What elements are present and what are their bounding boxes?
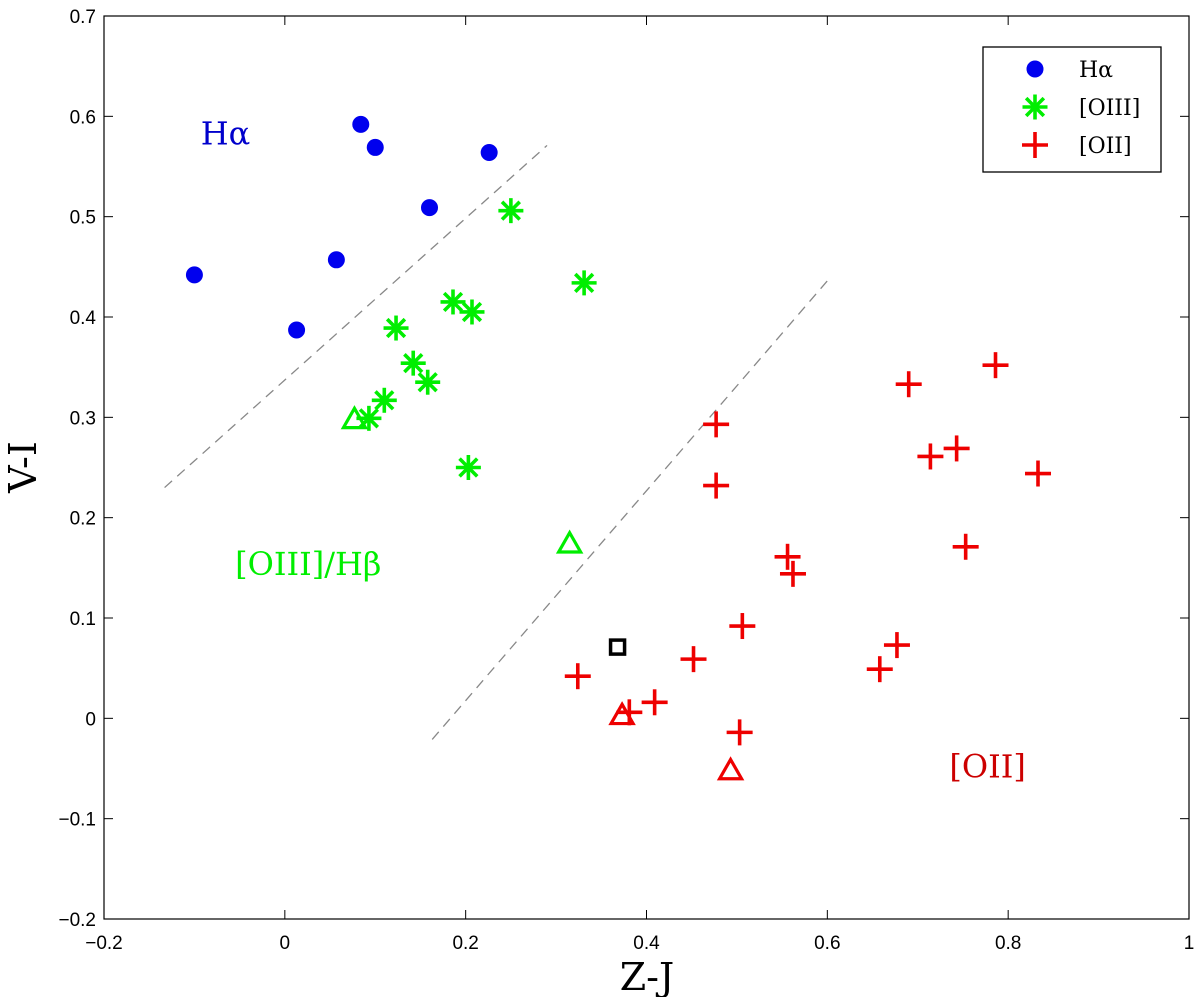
region-annotation: [OII] bbox=[949, 748, 1025, 786]
circle-point bbox=[352, 115, 370, 133]
plus-point bbox=[774, 543, 801, 570]
y-tick-label: 0.2 bbox=[70, 509, 96, 530]
circle-point bbox=[480, 143, 498, 161]
marker-shape bbox=[1026, 60, 1044, 78]
legend-label: [OII] bbox=[1079, 134, 1132, 159]
legend-marker bbox=[1022, 132, 1048, 158]
marker-stroke bbox=[442, 291, 464, 313]
y-tick-label: 0.1 bbox=[70, 609, 96, 630]
plus-point bbox=[616, 699, 643, 726]
y-tick-label: 0.4 bbox=[70, 308, 97, 329]
x-tick-label: −0.2 bbox=[85, 933, 123, 954]
y-tick-label: 0.5 bbox=[70, 208, 96, 229]
marker-shape bbox=[555, 529, 584, 554]
marker-stroke bbox=[1024, 96, 1046, 118]
circle-point bbox=[366, 138, 384, 156]
triangle-point bbox=[555, 529, 584, 554]
marker-shape bbox=[716, 756, 745, 781]
y-tick-label: 0.6 bbox=[70, 107, 96, 128]
legend-label: Hα bbox=[1079, 58, 1113, 83]
marker-stroke bbox=[403, 353, 424, 374]
plus-point bbox=[726, 719, 753, 746]
marker-shape bbox=[288, 321, 306, 339]
plus-point bbox=[703, 411, 730, 438]
x-tick-label: 0.6 bbox=[814, 933, 840, 954]
x-tick-label: 0.4 bbox=[633, 933, 660, 954]
legend: Hα [OIII] [OII] bbox=[982, 46, 1162, 173]
axis-ticks: −0.2 0 0.2 0.4 0.6 0.8 1 −0.2 −0.1 0 0.1 0.2 0.3 0.4 0… bbox=[58, 7, 1194, 954]
legend-label: [OIII] bbox=[1079, 96, 1140, 121]
y-tick-label: 0 bbox=[85, 709, 96, 730]
plus-point bbox=[883, 632, 910, 659]
legend-marker bbox=[1022, 94, 1048, 120]
asterisk-point bbox=[415, 369, 441, 395]
region-annotations: Hα [OIII]/Hβ [OII] bbox=[201, 114, 1026, 785]
asterisk-point bbox=[455, 455, 481, 480]
legend-box bbox=[982, 46, 1162, 173]
region-divider-line bbox=[164, 144, 548, 489]
y-tick-label: 0.3 bbox=[70, 408, 96, 429]
asterisk-point bbox=[356, 405, 382, 431]
marker-shape bbox=[608, 638, 627, 656]
plus-point bbox=[982, 352, 1009, 379]
marker-stroke bbox=[500, 200, 521, 221]
plus-point bbox=[680, 646, 707, 673]
x-tick-label: 0.2 bbox=[452, 933, 478, 954]
divider-lines bbox=[164, 144, 828, 740]
marker-stroke bbox=[574, 272, 595, 293]
asterisk-point bbox=[440, 289, 466, 315]
marker-shape bbox=[480, 143, 498, 161]
marker-stroke bbox=[461, 301, 483, 323]
plus-point bbox=[703, 472, 730, 499]
marker-stroke bbox=[385, 317, 407, 339]
plus-point bbox=[866, 656, 893, 683]
asterisk-point bbox=[498, 198, 524, 224]
x-axis-label: Z-J bbox=[620, 955, 674, 997]
circle-point bbox=[327, 251, 345, 269]
marker-shape bbox=[327, 251, 345, 269]
marker-stroke bbox=[358, 408, 380, 429]
circle-point bbox=[421, 199, 438, 217]
marker-shape bbox=[366, 138, 384, 156]
plus-point bbox=[917, 443, 944, 470]
plus-point bbox=[943, 435, 970, 462]
region-annotation: Hα bbox=[201, 114, 251, 152]
square-point bbox=[608, 638, 627, 656]
y-axis-label: V-I bbox=[1, 441, 45, 494]
marker-stroke bbox=[458, 457, 479, 478]
marker-shape bbox=[421, 199, 438, 217]
marker-shape bbox=[352, 115, 370, 133]
x-tick-label: 1 bbox=[1184, 933, 1195, 954]
plus-point bbox=[1025, 460, 1052, 487]
circle-point bbox=[185, 266, 203, 284]
y-tick-label: −0.1 bbox=[58, 810, 96, 831]
plus-point bbox=[895, 371, 922, 398]
legend-marker bbox=[1026, 60, 1044, 78]
plus-point bbox=[641, 689, 668, 716]
plus-point bbox=[952, 533, 979, 560]
plus-point bbox=[564, 663, 591, 690]
asterisk-point bbox=[371, 387, 397, 413]
marker-stroke bbox=[417, 372, 438, 393]
x-tick-label: 0.8 bbox=[995, 933, 1021, 954]
asterisk-point bbox=[400, 350, 426, 376]
region-divider-line bbox=[431, 280, 828, 740]
y-tick-label: −0.2 bbox=[58, 910, 96, 931]
x-tick-label: 0 bbox=[280, 933, 291, 954]
y-tick-label: 0.7 bbox=[70, 7, 96, 28]
asterisk-point bbox=[383, 315, 409, 341]
circle-point bbox=[288, 321, 306, 339]
plus-point bbox=[729, 613, 756, 640]
triangle-point bbox=[716, 756, 745, 781]
asterisk-point bbox=[459, 299, 485, 325]
marker-shape bbox=[185, 266, 203, 284]
marker-stroke bbox=[374, 390, 395, 411]
plus-point bbox=[779, 560, 806, 587]
asterisk-point bbox=[571, 270, 597, 296]
data-markers bbox=[185, 115, 1052, 781]
region-annotation: [OIII]/Hβ bbox=[235, 545, 381, 583]
